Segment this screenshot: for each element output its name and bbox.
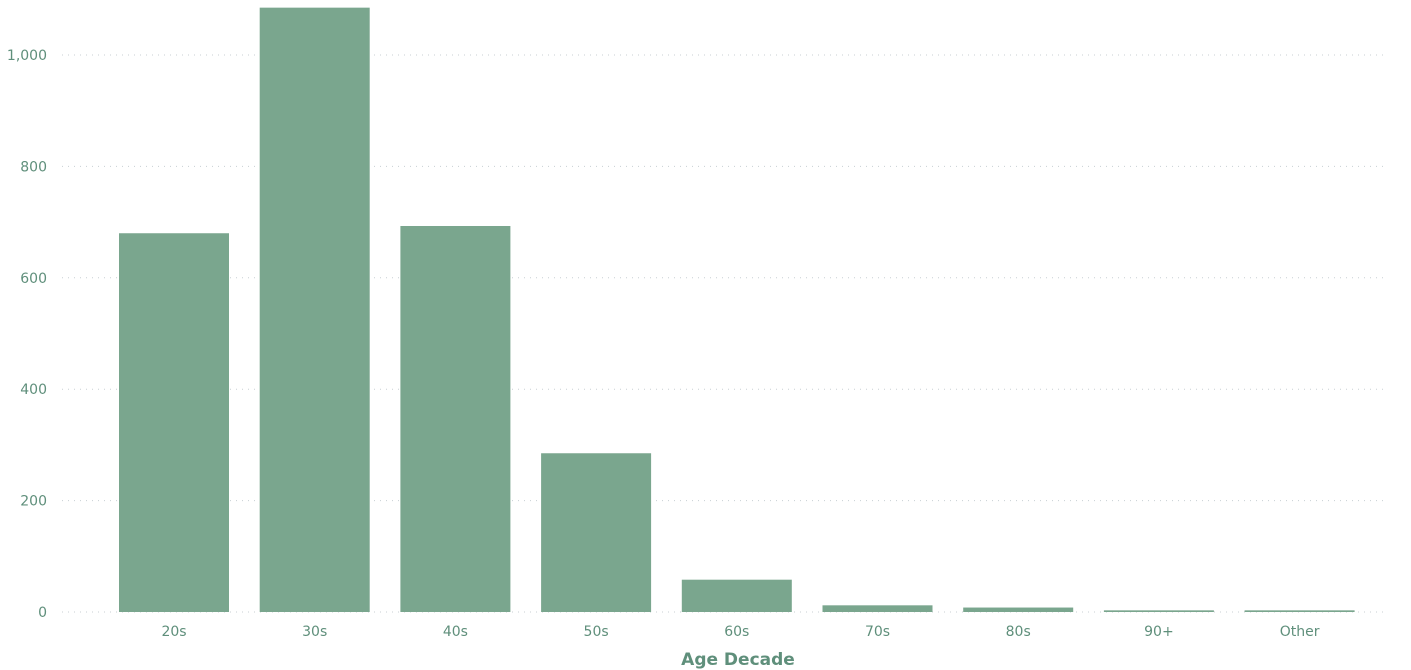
x-tick-label: 90+ [1144,624,1174,640]
y-tick-label: 400 [20,382,47,398]
x-tick-label: 50s [584,624,609,640]
x-tick-label: 40s [443,624,468,640]
y-tick-label: 1,000 [7,48,47,64]
x-tick-label: 70s [865,624,890,640]
x-tick-label: 30s [302,624,327,640]
y-axis-ticks: 0 200 400 600 800 1,000 [7,48,47,621]
bar-80s[interactable] [963,607,1074,612]
x-tick-label: 20s [161,624,186,640]
bar-40s[interactable] [400,225,511,612]
y-tick-label: 0 [38,605,47,621]
x-tick-label: 80s [1006,624,1031,640]
y-tick-label: 600 [20,271,47,287]
bar-90[interactable] [1103,610,1214,612]
bar-60s[interactable] [681,579,792,612]
bar-50s[interactable] [541,453,652,612]
x-tick-label: Other [1280,624,1320,640]
bar-70s[interactable] [822,605,933,612]
bar-30s[interactable] [259,7,370,612]
x-tick-label: 60s [724,624,749,640]
y-tick-label: 200 [20,494,47,510]
bar-other[interactable] [1244,610,1355,612]
bars [119,7,1355,613]
bar-20s[interactable] [119,233,229,613]
x-axis-ticks: 20s 30s 40s 50s 60s 70s 80s 90+ Other [161,624,1319,640]
x-axis-title: Age Decade [681,650,795,670]
y-tick-label: 800 [20,159,47,175]
